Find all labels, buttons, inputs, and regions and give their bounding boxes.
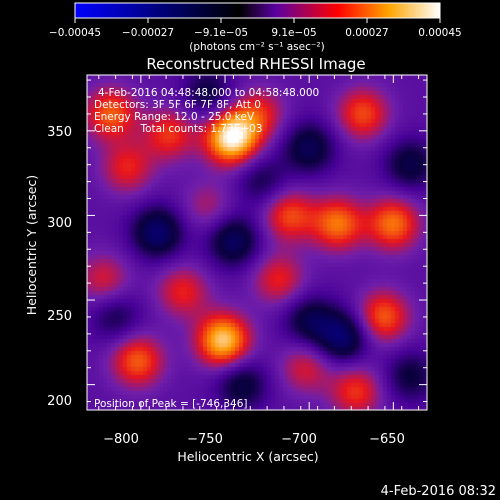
colorbar-tick-label: 0.00027 xyxy=(345,27,388,39)
plot-area xyxy=(87,75,427,410)
annotation-energy: Energy Range: 12.0 - 25.0 keV xyxy=(94,111,255,123)
colorbar-tick-label: −0.00045 xyxy=(49,27,101,39)
colorbar-ticks xyxy=(74,18,441,23)
colorbar-tick-label: 0.00045 xyxy=(418,27,461,39)
colorbar-unit-label: (photons cm⁻² s⁻¹ asec⁻²) xyxy=(189,41,324,53)
heatmap-canvas xyxy=(87,75,427,410)
footer-timestamp: 4-Feb-2016 08:32 xyxy=(381,484,496,499)
x-tick-label: −650 xyxy=(369,432,405,447)
colorbar-frame xyxy=(74,2,441,19)
x-tick-label: −700 xyxy=(281,432,317,447)
annotation-clean: Clean Total counts: 1.73E+03 xyxy=(94,123,263,135)
colorbar-tick-label: −9.1e−05 xyxy=(194,27,248,39)
x-tick-label: −800 xyxy=(103,432,139,447)
colorbar-tick-label: 9.1e−05 xyxy=(271,27,316,39)
annotation-detectors: Detectors: 3F 5F 6F 7F 8F, Att 0 xyxy=(94,99,261,111)
x-axis-label: Heliocentric X (arcsec) xyxy=(177,449,318,464)
colorbar-tick-label: −0.00027 xyxy=(122,27,174,39)
colorbar-gradient xyxy=(75,3,440,18)
y-tick-label: 250 xyxy=(47,309,72,324)
axis-ticks xyxy=(87,75,427,410)
plot-frame xyxy=(86,74,428,411)
y-axis-label: Heliocentric Y (arcsec) xyxy=(24,175,39,315)
y-tick-label: 300 xyxy=(47,216,72,231)
colorbar: −0.00045 −0.00027 −9.1e−05 9.1e−05 0.000… xyxy=(49,2,462,53)
y-tick-label: 200 xyxy=(47,394,72,409)
chart-title: Reconstructed RHESSI Image xyxy=(146,55,365,73)
annotation-time-range: 4-Feb-2016 04:48:48.000 to 04:58:48.000 xyxy=(98,87,319,99)
x-tick-label: −750 xyxy=(187,432,223,447)
y-tick-label: 350 xyxy=(47,125,72,140)
annotation-peak-position: Position of Peak = [-746,346] xyxy=(94,398,248,410)
